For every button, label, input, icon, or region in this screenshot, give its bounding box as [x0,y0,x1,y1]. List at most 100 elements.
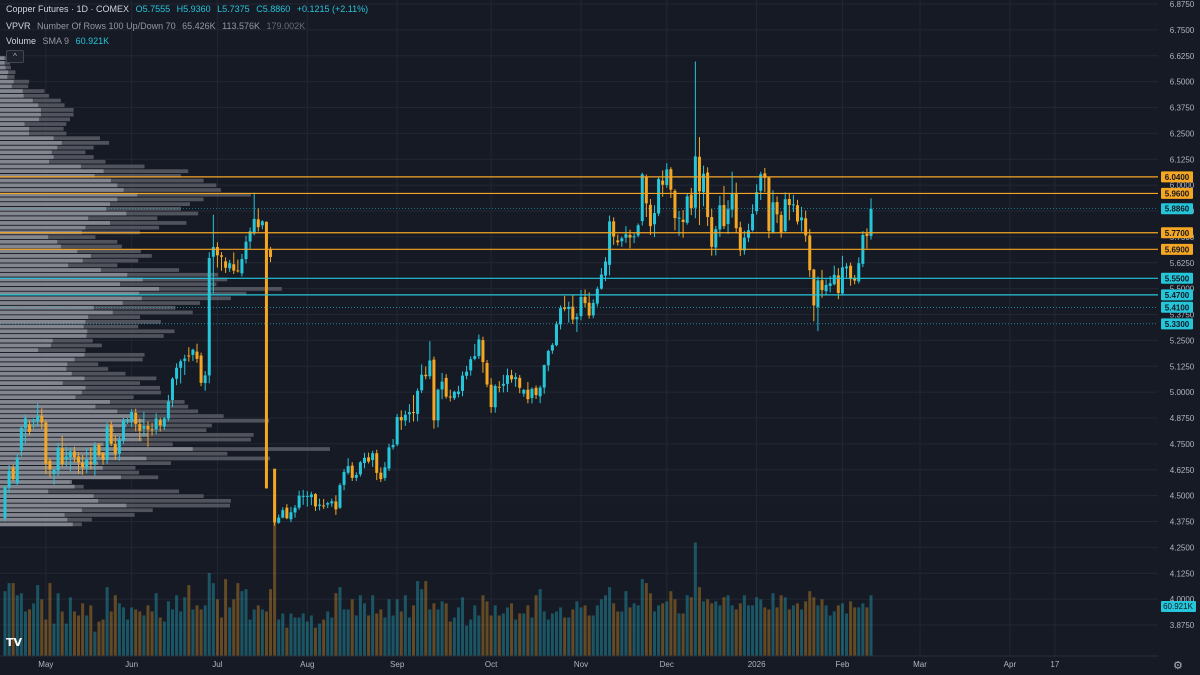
candle-body [718,205,722,230]
volume-bar [285,627,289,656]
volume-sma-value: 60.921K [75,36,110,46]
time-tick-label: Apr [1004,660,1017,669]
candle-body [146,425,150,430]
profile-row-up [0,263,69,268]
volume-bar [232,599,236,656]
settings-gear-icon[interactable]: ⚙ [1173,660,1183,672]
candle-body [260,221,264,226]
candle-body [473,356,477,359]
candle-body [109,425,113,444]
volume-bar [36,585,40,656]
candle-body [510,375,514,380]
volume-bar [101,619,105,656]
price-level-label: 5.4100 [1165,303,1190,312]
candle-body [81,462,85,468]
vpvr-legend[interactable]: VPVR Number Of Rows 100 Up/Down 70 65.42… [6,21,309,31]
candle-body [804,218,808,236]
profile-row-up [0,282,120,287]
volume-bar [121,607,125,656]
profile-row-up [0,287,160,291]
candle-body [689,194,693,209]
candle-body [444,377,448,397]
volume-bar [575,601,579,656]
volume-bar [399,611,403,656]
volume-bar [105,587,109,656]
candle-body [52,469,56,474]
volume-bar [616,611,620,656]
candlesticks[interactable] [3,61,873,526]
profile-row-up [0,367,67,371]
price-tick-label: 4.3750 [1170,518,1195,527]
profile-row-total [0,489,180,494]
price-level-label: 5.8860 [1165,205,1190,214]
candle-body [244,241,248,260]
candle-body [669,169,673,190]
candle-body [436,389,440,421]
price-tick-label: 5.0000 [1170,388,1195,397]
volume-bar [52,623,56,656]
candle-body [832,274,836,285]
volume-bar [800,609,804,656]
volume-bar [640,579,644,656]
candle-body [375,453,379,473]
volume-params: SMA 9 [42,36,70,46]
candle-body [575,317,579,320]
candle-body [305,495,309,497]
volume-bar [346,609,350,656]
profile-row-up [0,211,127,216]
volume-bar [187,585,191,656]
volume-bar [791,605,795,656]
profile-row-up [0,381,63,385]
volume-bar [175,595,179,656]
volume-bar [689,597,693,656]
volume-label: Volume [6,36,37,46]
candle-body [628,235,632,238]
candle-body [183,358,187,361]
profile-row-up [0,258,83,263]
volume-bar [72,611,76,656]
volume-bar [44,619,48,656]
volume-bar [742,595,746,656]
candle-body [485,362,489,385]
volume-legend[interactable]: Volume SMA 9 60.921K [6,36,113,46]
candle-body [236,270,240,272]
profile-row-up [0,164,81,169]
volume-bar [587,615,591,656]
candle-body [791,204,795,206]
candle-body [820,280,824,291]
profile-row-up [0,202,110,206]
time-axis[interactable]: May Jun Jul Aug Sep Oct Nov Dec 2026 Feb Mar Apr 17 [0,655,1158,669]
candle-body [187,355,191,357]
candle-body [836,275,840,294]
volume-bar [428,609,432,656]
candle-body [579,296,583,317]
candle-body [538,387,542,397]
volume-bar [653,611,657,656]
volume-bar [338,587,342,656]
volume-bar [3,591,7,656]
candle-body [583,296,587,304]
candle-body [771,202,775,233]
profile-row-up [0,173,95,178]
profile-row-up [0,343,51,348]
profile-row-up [0,423,127,428]
price-level-badge [1161,272,1193,284]
profile-row-up [0,376,85,381]
candle-body [11,467,15,480]
price-axis[interactable]: 6.8750 6.7500 6.6250 6.5000 6.3750 6.2500 6.12… [1158,0,1200,675]
tradingview-logo[interactable]: TV [6,636,23,649]
candle-body [526,389,530,400]
symbol-title[interactable]: Copper Futures · 1D · COMEX [6,4,130,14]
candle-body [514,377,518,380]
volume-bar [485,601,489,656]
profile-row-up [0,404,96,409]
profile-row-up [0,225,86,230]
candle-body [808,235,812,271]
volume-bar [787,609,791,656]
collapse-legend-button[interactable]: ^ [6,50,24,63]
volume-bar [738,603,742,656]
volume-bar [840,603,844,656]
profile-row-total [0,239,118,244]
price-level-badge [1161,243,1193,255]
